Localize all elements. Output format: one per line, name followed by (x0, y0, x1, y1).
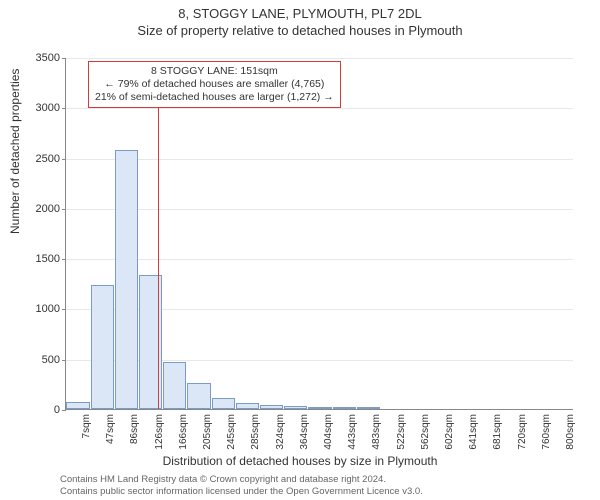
title-line-2: Size of property relative to detached ho… (0, 23, 600, 40)
ytick-label: 3500 (20, 52, 60, 64)
xtick-label: 126sqm (154, 414, 165, 450)
gridline (66, 209, 573, 210)
ytick-mark (62, 360, 66, 361)
histogram-bar (66, 402, 89, 409)
gridline (66, 108, 573, 109)
gridline (66, 259, 573, 260)
xtick-label: 285sqm (250, 414, 261, 450)
histogram-bar (236, 403, 259, 409)
chart-plot-area: 8 STOGGY LANE: 151sqm ← 79% of detached … (65, 58, 573, 410)
annotation-line-2: ← 79% of detached houses are smaller (4,… (95, 78, 334, 91)
histogram-bar (260, 405, 283, 409)
x-axis-label: Distribution of detached houses by size … (0, 454, 600, 468)
xtick-label: 800sqm (565, 414, 576, 450)
ytick-mark (62, 159, 66, 160)
histogram-bar (308, 407, 331, 409)
xtick-label: 720sqm (517, 414, 528, 450)
xtick-label: 483sqm (371, 414, 382, 450)
ytick-label: 2500 (20, 153, 60, 165)
xtick-label: 404sqm (323, 414, 334, 450)
gridline (66, 58, 573, 59)
ytick-mark (62, 108, 66, 109)
xtick-label: 324sqm (275, 414, 286, 450)
ytick-label: 1000 (20, 303, 60, 315)
xtick-label: 205sqm (202, 414, 213, 450)
xtick-label: 86sqm (129, 414, 140, 444)
xtick-label: 245sqm (226, 414, 237, 450)
ytick-label: 3000 (20, 102, 60, 114)
footer-line-2: Contains public sector information licen… (60, 486, 423, 498)
annotation-line-1: 8 STOGGY LANE: 151sqm (95, 65, 334, 78)
histogram-bar (357, 407, 380, 409)
footer: Contains HM Land Registry data © Crown c… (60, 474, 423, 498)
ytick-mark (62, 58, 66, 59)
xtick-label: 760sqm (541, 414, 552, 450)
ytick-label: 0 (20, 404, 60, 416)
histogram-bar (91, 285, 114, 409)
title-line-1: 8, STOGGY LANE, PLYMOUTH, PL7 2DL (0, 6, 600, 23)
gridline (66, 159, 573, 160)
marker-line (158, 103, 159, 409)
ytick-mark (62, 410, 66, 411)
histogram-bar (284, 406, 307, 409)
histogram-bar (212, 398, 235, 409)
xtick-label: 562sqm (420, 414, 431, 450)
xtick-label: 522sqm (396, 414, 407, 450)
chart-header: 8, STOGGY LANE, PLYMOUTH, PL7 2DL Size o… (0, 0, 600, 40)
histogram-bar (333, 407, 356, 409)
xtick-label: 47sqm (105, 414, 116, 444)
xtick-label: 7sqm (81, 414, 92, 438)
xtick-label: 166sqm (178, 414, 189, 450)
xtick-label: 681sqm (492, 414, 503, 450)
ytick-mark (62, 309, 66, 310)
histogram-bar (115, 150, 138, 409)
ytick-label: 2000 (20, 203, 60, 215)
ytick-mark (62, 209, 66, 210)
ytick-label: 500 (20, 354, 60, 366)
histogram-bar (187, 383, 210, 409)
xtick-label: 443sqm (347, 414, 358, 450)
xtick-label: 364sqm (299, 414, 310, 450)
histogram-bar (163, 362, 186, 409)
annotation-line-3: 21% of semi-detached houses are larger (… (95, 91, 334, 104)
ytick-label: 1500 (20, 253, 60, 265)
xtick-label: 641sqm (468, 414, 479, 450)
ytick-mark (62, 259, 66, 260)
annotation-box: 8 STOGGY LANE: 151sqm ← 79% of detached … (88, 61, 341, 108)
xtick-label: 602sqm (444, 414, 455, 450)
footer-line-1: Contains HM Land Registry data © Crown c… (60, 474, 423, 486)
